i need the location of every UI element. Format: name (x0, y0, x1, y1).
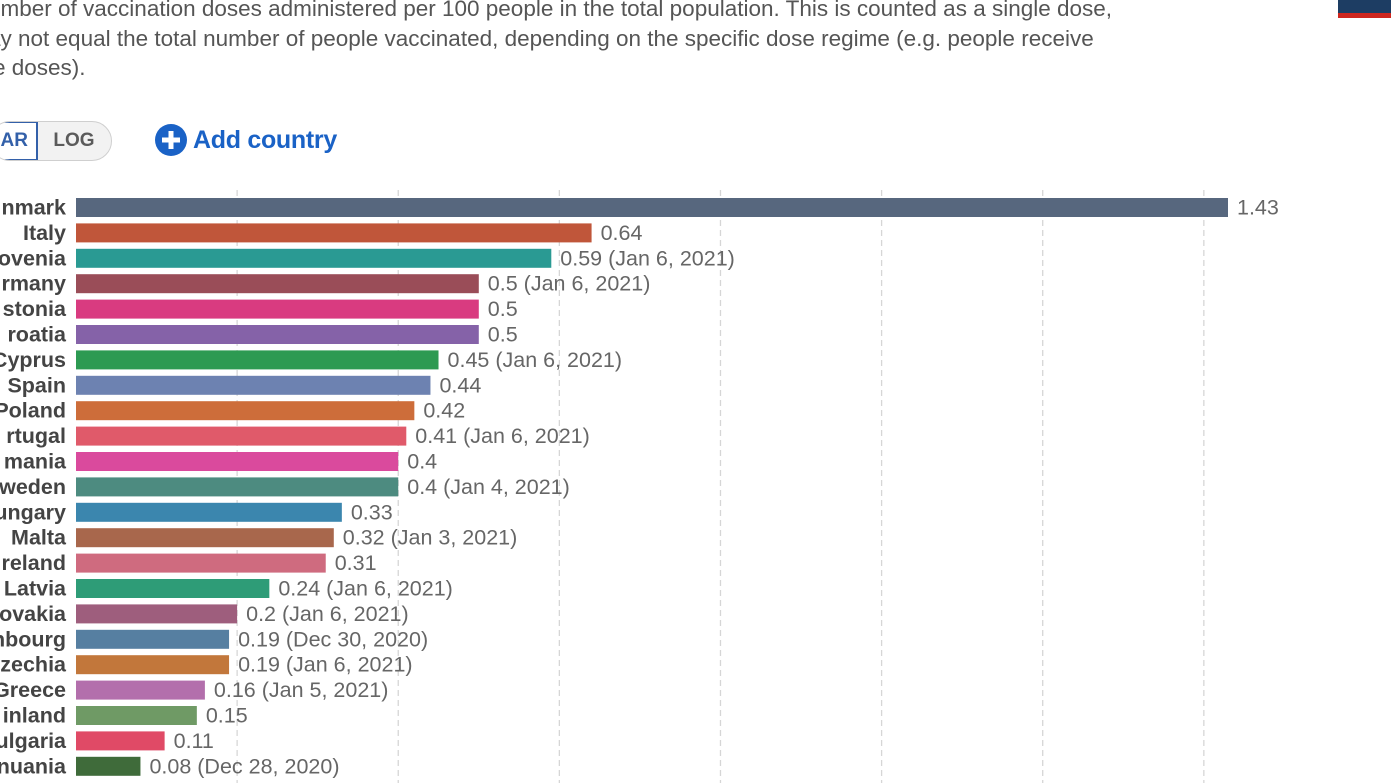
bar[interactable] (76, 223, 592, 243)
bar[interactable] (76, 655, 230, 675)
category-label[interactable]: reland (1, 551, 66, 575)
description-line: ay not equal the total number of people … (0, 25, 1094, 51)
linear-scale-button[interactable]: AR (0, 122, 38, 160)
value-label: 0.15 (206, 704, 248, 728)
add-country-button[interactable]: Add country (155, 124, 337, 156)
bar[interactable] (76, 604, 238, 624)
value-label: 0.31 (335, 551, 377, 575)
category-label[interactable]: Spain (7, 373, 66, 397)
value-label: 0.5 (488, 323, 518, 347)
bar[interactable] (76, 579, 270, 598)
bar[interactable] (76, 756, 141, 776)
bar[interactable] (76, 629, 230, 649)
category-label[interactable]: weden (0, 475, 66, 499)
category-label[interactable]: stonia (3, 297, 67, 321)
bar[interactable] (76, 731, 165, 751)
category-label[interactable]: nuania (0, 754, 67, 778)
value-label: 0.24 (Jan 6, 2021) (278, 577, 453, 601)
bar[interactable] (76, 502, 342, 522)
bar[interactable] (76, 477, 399, 497)
bar[interactable] (76, 274, 479, 294)
bar[interactable] (76, 528, 334, 548)
value-label: 0.41 (Jan 6, 2021) (415, 424, 590, 448)
category-label[interactable]: rmany (1, 272, 66, 296)
category-label[interactable]: Cyprus (0, 348, 66, 372)
value-label: 0.11 (174, 729, 214, 753)
bar[interactable] (76, 401, 415, 421)
value-label: 0.5 (488, 297, 518, 321)
category-label[interactable]: mania (4, 450, 67, 474)
description-line: umber of vaccination doses administered … (0, 0, 1113, 21)
value-label: 0.4 (Jan 4, 2021) (407, 475, 570, 499)
value-label: 0.33 (351, 500, 393, 524)
value-label: 0.19 (Jan 6, 2021) (238, 653, 413, 677)
value-label: 0.5 (Jan 6, 2021) (488, 272, 651, 296)
category-label[interactable]: inland (3, 704, 66, 728)
value-label: 0.4 (407, 450, 437, 474)
add-country-label: Add country (193, 125, 337, 154)
value-label: 0.32 (Jan 3, 2021) (343, 526, 518, 550)
value-label: 0.19 (Dec 30, 2020) (238, 627, 428, 651)
bar[interactable] (76, 680, 205, 700)
category-label[interactable]: nmark (1, 196, 66, 220)
category-label[interactable]: zechia (0, 653, 67, 677)
category-label[interactable]: ovakia (0, 602, 67, 626)
scale-toggle: AR LOG (0, 121, 112, 161)
category-label[interactable]: nbourg (0, 627, 66, 651)
category-label[interactable]: Greece (0, 678, 66, 702)
category-label[interactable]: Malta (11, 526, 67, 550)
bar[interactable] (76, 375, 431, 395)
bar[interactable] (76, 452, 399, 471)
bar[interactable] (76, 426, 407, 446)
plus-circle-icon (155, 124, 187, 156)
category-label[interactable]: Italy (23, 221, 66, 245)
description-line: le doses). (0, 55, 86, 80)
bar[interactable] (76, 706, 197, 725)
bar[interactable] (76, 325, 479, 344)
category-label[interactable]: Poland (0, 399, 66, 423)
logo-badge (1338, 0, 1391, 18)
value-label: 1.43 (1237, 196, 1279, 220)
category-label[interactable]: roatia (7, 323, 67, 347)
log-scale-button[interactable]: LOG (53, 130, 95, 151)
value-label: 0.64 (601, 221, 643, 245)
bar[interactable] (76, 553, 326, 573)
chart-description: umber of vaccination doses administered … (0, 0, 1288, 83)
category-label[interactable]: ungary (0, 500, 66, 524)
value-label: 0.45 (Jan 6, 2021) (448, 348, 623, 372)
value-label: 0.59 (Jan 6, 2021) (560, 246, 735, 270)
value-label: 0.2 (Jan 6, 2021) (246, 602, 409, 626)
bar[interactable] (76, 198, 1228, 217)
value-label: 0.16 (Jan 5, 2021) (214, 678, 389, 702)
category-label[interactable]: ovenia (0, 246, 67, 270)
value-label: 0.08 (Dec 28, 2020) (149, 754, 339, 778)
bar[interactable] (76, 248, 552, 268)
value-label: 0.42 (423, 399, 465, 423)
category-label[interactable]: Latvia (4, 577, 67, 601)
bar[interactable] (76, 299, 479, 319)
category-label[interactable]: rtugal (6, 424, 66, 448)
bar[interactable] (76, 350, 439, 370)
category-label[interactable]: ulgaria (0, 729, 67, 753)
value-label: 0.44 (439, 373, 481, 397)
